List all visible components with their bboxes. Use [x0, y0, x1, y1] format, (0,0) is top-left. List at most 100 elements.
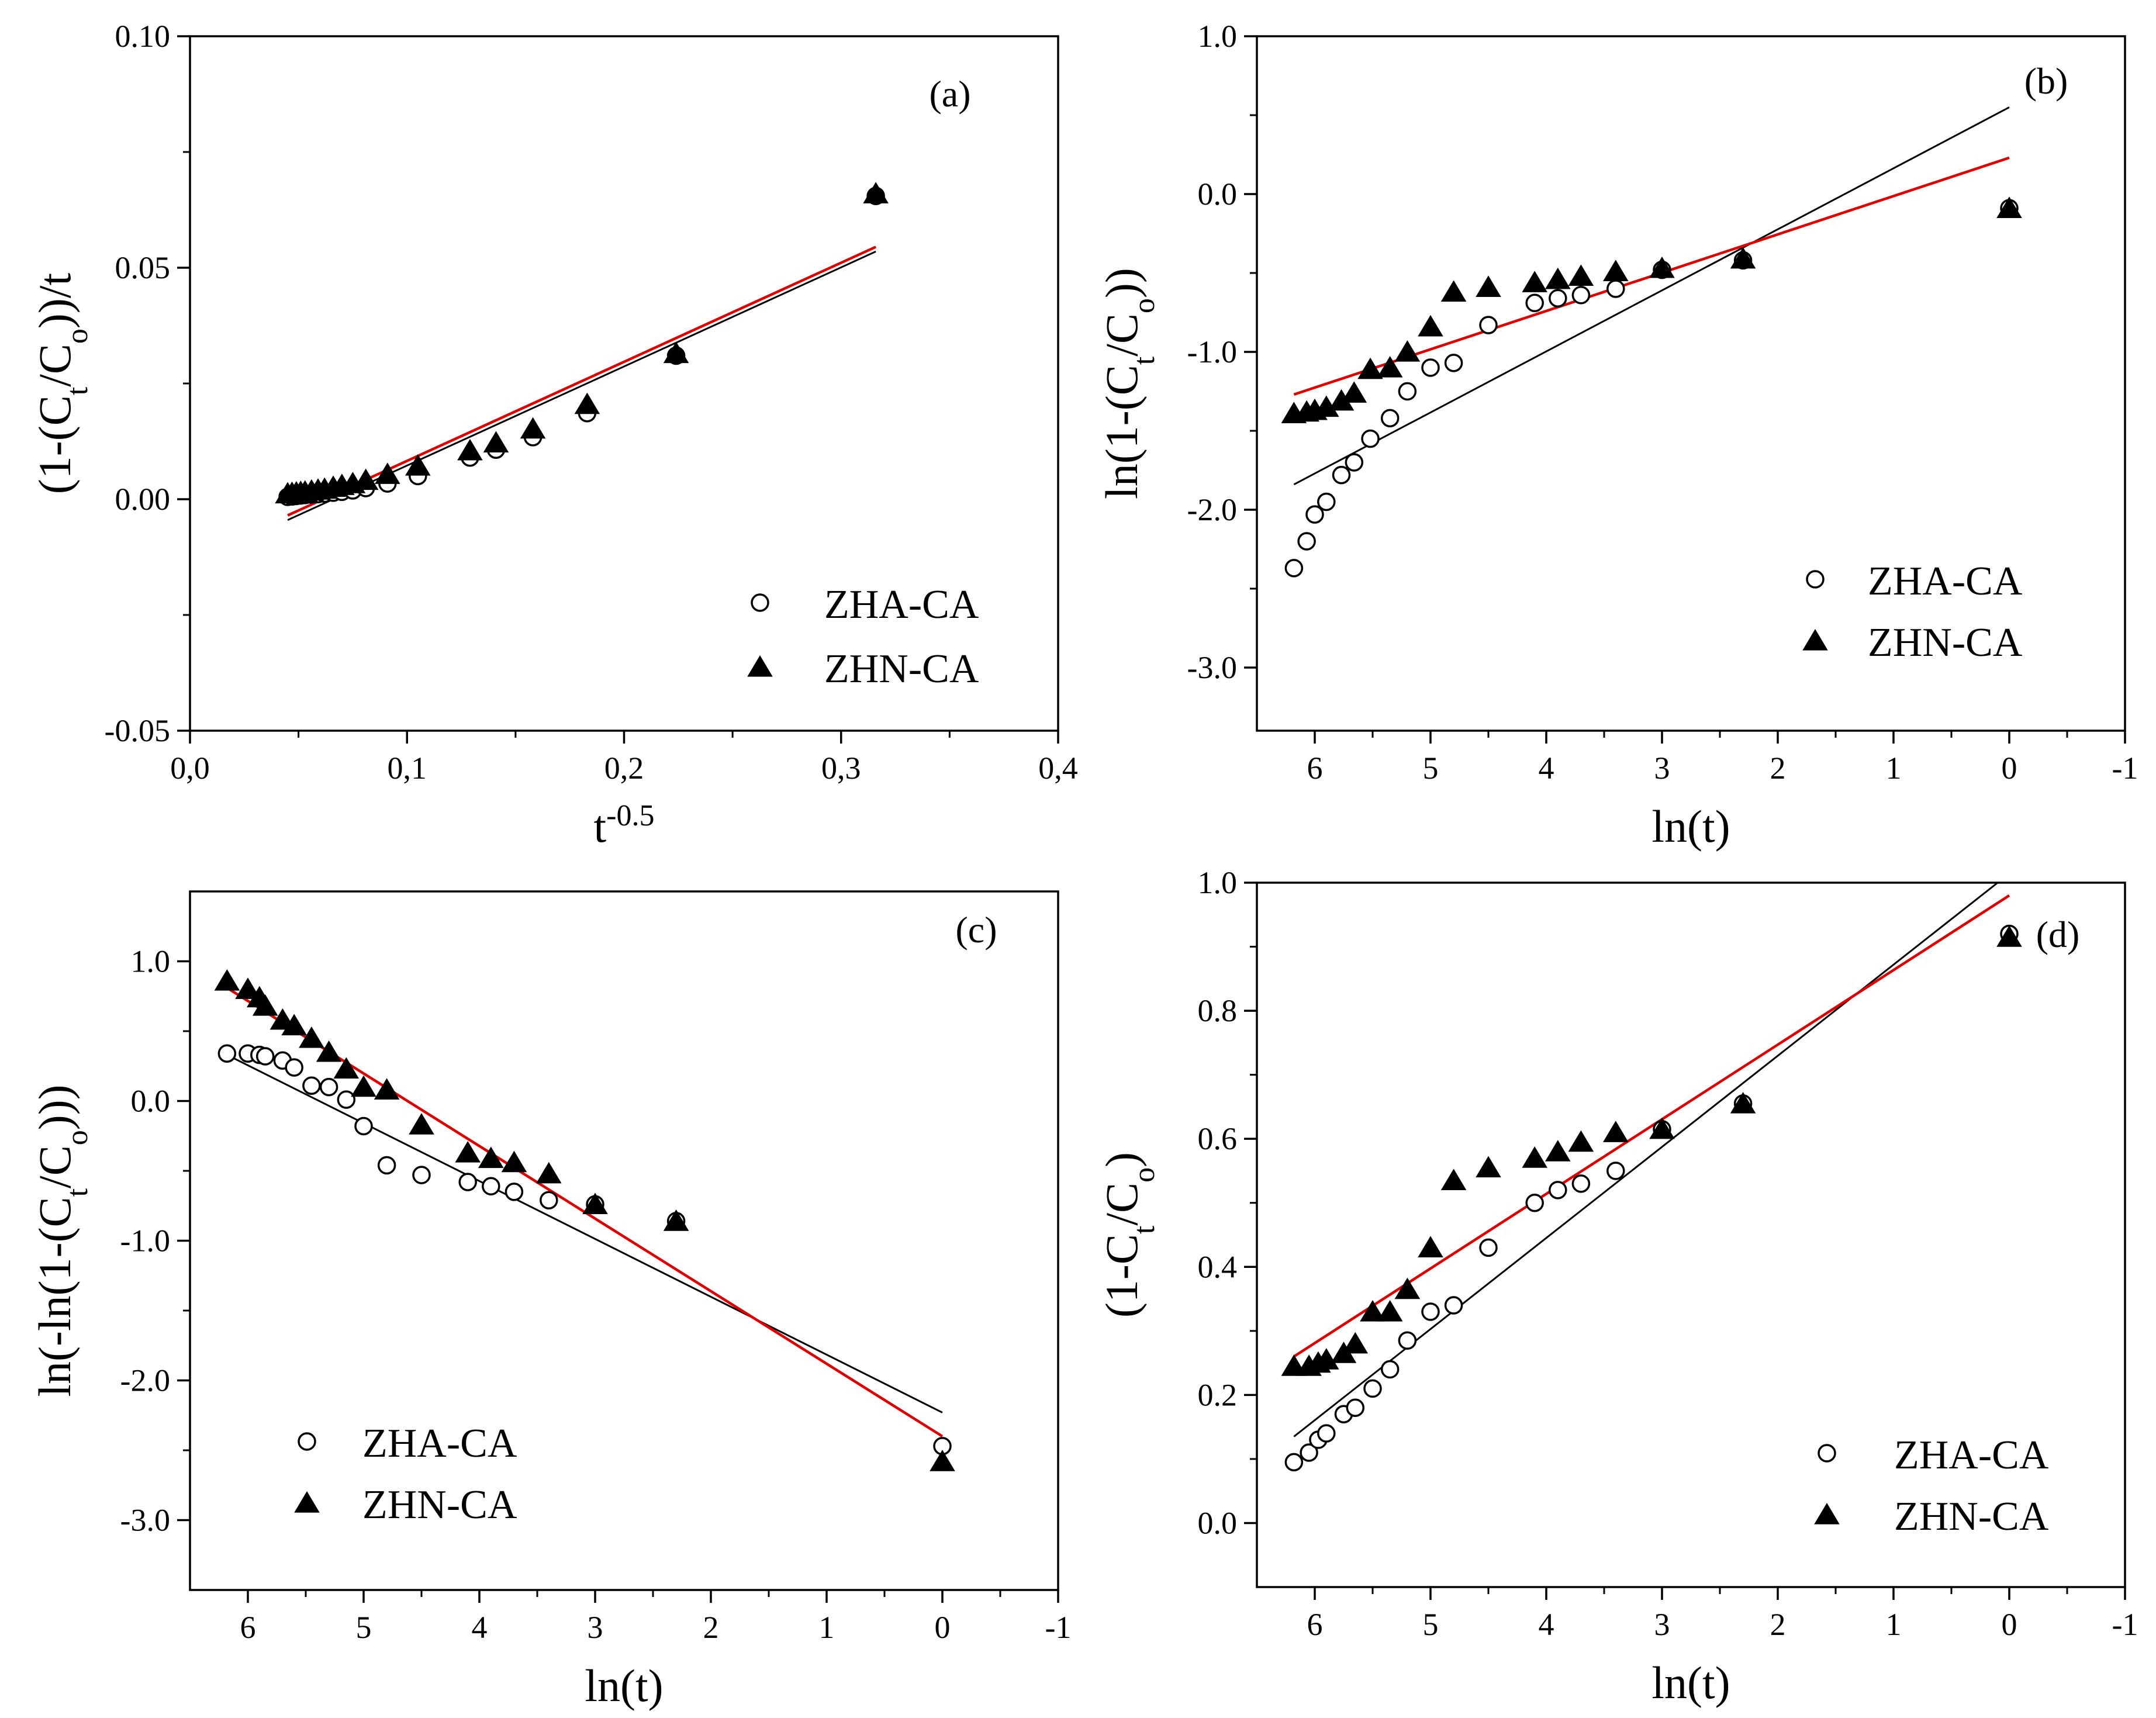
data-point [1418, 314, 1443, 337]
legend-label: ZHN-CA [362, 1482, 517, 1527]
legend-marker [1802, 629, 1828, 651]
data-point [375, 462, 400, 484]
y-axis-label-part: (1-C [1096, 1234, 1147, 1318]
x-tick-label: 6 [1307, 1607, 1323, 1642]
y-axis-label-sub: t [1128, 356, 1161, 365]
data-point [1606, 1162, 1625, 1180]
x-tick-label: 4 [1539, 1607, 1554, 1642]
data-point [1522, 1146, 1547, 1168]
y-tick-label: 1.0 [131, 944, 171, 979]
y-axis-label-sub: t [1128, 1225, 1161, 1234]
data-point [1394, 1277, 1421, 1299]
legend-marker [294, 1491, 320, 1513]
legend-label: ZHA-CA [362, 1421, 517, 1466]
y-tick-label: 0.0 [131, 1084, 171, 1119]
data-point [663, 341, 689, 364]
data-point [663, 1209, 689, 1231]
y-tick-label: 0.05 [115, 250, 171, 285]
data-point [1398, 1331, 1417, 1350]
x-tick-label: 1 [1886, 1607, 1902, 1642]
data-point [1332, 465, 1351, 485]
data-point [1398, 382, 1417, 401]
data-point [1284, 559, 1304, 578]
panel-label: (d) [2036, 914, 2080, 955]
data-point [1730, 247, 1756, 269]
panel-b: 6 5 4 3 2 1 0 -1 1.0 0.0 -1.0 -2.0 -3.0 ln(t) ln(1-(Ct… [1096, 19, 2138, 852]
legend-label: ZHA-CA [1868, 559, 2023, 604]
y-axis-label-sub: o [61, 1130, 94, 1145]
y-axis-label-sub: t [61, 1188, 94, 1197]
x-tick-label: 0 [2002, 751, 2017, 786]
series-ZHN-CA [1281, 925, 2022, 1376]
data-point [1603, 260, 1629, 281]
y-tick-label: 0.6 [1198, 1121, 1238, 1156]
y-axis-label: ln(1-(Ct/Co)) [1096, 268, 1161, 499]
y-axis-label-part: /C [29, 1145, 80, 1188]
y-axis-label-part: ))) [29, 1084, 80, 1130]
data-point [1571, 286, 1591, 305]
y-axis-label-sub: o [61, 329, 94, 344]
data-point [1380, 409, 1400, 428]
data-point [1380, 1360, 1400, 1379]
data-point [505, 1183, 524, 1201]
y-tick-label: -3.0 [1187, 650, 1237, 685]
y-tick-label: -1.0 [1187, 334, 1237, 369]
data-point [1549, 1181, 1567, 1200]
x-tick-label: 6 [240, 1610, 256, 1645]
x-tick-label: 0,0 [170, 751, 210, 786]
y-tick-label: 1.0 [1198, 865, 1238, 900]
data-point [235, 977, 261, 999]
y-axis-label-part: )) [1096, 268, 1147, 298]
y-tick-label: -2.0 [120, 1363, 170, 1398]
data-point [458, 1173, 477, 1191]
legend-marker [1818, 1444, 1836, 1463]
x-tick-label: 6 [1307, 751, 1323, 786]
data-point [214, 969, 240, 991]
data-point [1418, 1236, 1443, 1258]
legend-marker [1806, 570, 1825, 589]
x-axis-label: ln(t) [585, 1660, 663, 1711]
data-point [1341, 381, 1367, 403]
legend-label: ZHN-CA [1894, 1494, 2049, 1539]
legend-marker [298, 1432, 316, 1451]
data-point [285, 1058, 303, 1077]
data-point [1571, 1174, 1591, 1193]
data-point [281, 1014, 307, 1036]
legend-marker [751, 593, 769, 612]
y-tick-label: 1.0 [1198, 19, 1238, 54]
data-point [1317, 1424, 1336, 1443]
data-point [1360, 1299, 1385, 1322]
data-point [1476, 1156, 1501, 1178]
data-point [337, 1090, 356, 1109]
x-tick-label: 3 [588, 1610, 603, 1645]
data-point [930, 1450, 955, 1471]
y-tick-label: 0.8 [1198, 993, 1238, 1028]
data-point [1346, 1398, 1365, 1418]
legend-label: ZHN-CA [824, 647, 979, 692]
panel-a: 0,0 0,1 0,2 0,3 0,4-0.050.000.050.10t-0.5(1-… [29, 19, 1078, 852]
x-axis-label: ln(t) [1651, 1657, 1730, 1708]
x-tick-label: 2 [1770, 751, 1786, 786]
data-point [1300, 1443, 1318, 1462]
data-point [1568, 264, 1594, 286]
data-point [1522, 271, 1547, 292]
x-axis-label: t-0.5 [594, 799, 655, 852]
x-tick-label: 3 [1654, 751, 1670, 786]
x-tick-label: 5 [1423, 1607, 1439, 1642]
data-point [217, 1044, 237, 1063]
data-point [1377, 356, 1403, 378]
data-point [863, 182, 889, 203]
data-point [1377, 1299, 1403, 1322]
x-tick-label: 5 [356, 1610, 372, 1645]
data-point [1996, 196, 2022, 218]
y-axis-label-part: ))/t [29, 272, 80, 329]
y-axis-label-part: (1-(C [29, 395, 80, 494]
y-axis-label-part: /C [1096, 1183, 1147, 1226]
y-axis-label-part: ) [1096, 1152, 1147, 1167]
data-point [302, 1076, 321, 1095]
panel-label: (a) [929, 73, 970, 115]
data-point [405, 454, 431, 476]
data-point [483, 431, 509, 453]
data-point [377, 1156, 396, 1175]
